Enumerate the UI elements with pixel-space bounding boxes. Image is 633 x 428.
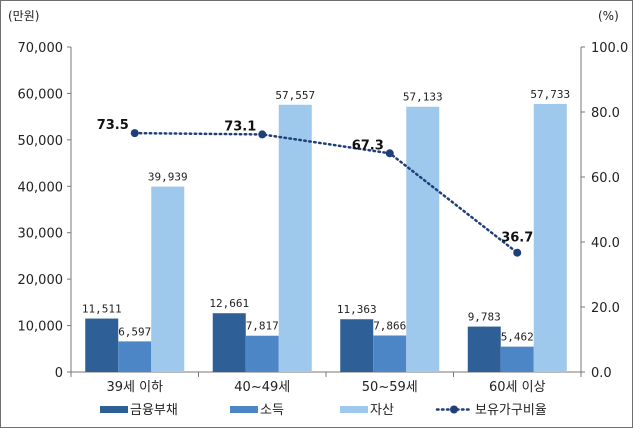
right-tick-label: 0.0: [591, 366, 612, 381]
category-label: 40~49세: [234, 380, 290, 395]
legend-line-marker: [450, 405, 458, 414]
left-tick-label: 50,000: [18, 134, 64, 149]
ratio-value-label: 73.1: [224, 119, 256, 134]
ratio-value-label: 73.5: [97, 118, 129, 133]
right-tick-label: 60.0: [591, 171, 620, 186]
ratio-point: [130, 129, 139, 138]
bar-value-label: 57,557: [275, 89, 315, 102]
bar-0: [212, 313, 246, 372]
bar-2: [406, 106, 440, 373]
legend-label: 보유가구비율: [475, 403, 547, 418]
right-tick-label: 100.0: [591, 41, 628, 56]
chart-labels: 11,511 12,661 11,363 9,783 6,597 7,817 7,866 5,…: [82, 88, 570, 344]
left-axis-unit: (만원): [8, 9, 39, 23]
legend-swatch: [230, 406, 258, 413]
right-tick-label: 80.0: [591, 106, 620, 121]
left-tick-label: 70,000: [18, 41, 64, 56]
legend-swatch: [100, 406, 128, 413]
right-axis-unit: (%): [598, 9, 619, 23]
ratio-point: [258, 130, 267, 139]
bar-0: [340, 319, 374, 372]
ratio-point: [385, 149, 394, 158]
chart-line: [130, 129, 522, 257]
left-tick-label: 20,000: [18, 273, 64, 288]
bar-value-label: 9,783: [468, 311, 501, 324]
bar-1: [373, 335, 407, 372]
bar-0: [85, 318, 119, 372]
legend-swatch: [340, 406, 368, 413]
bar-2: [151, 186, 185, 372]
bar-value-label: 11,363: [337, 303, 377, 316]
right-tick-label: 20.0: [591, 301, 620, 316]
right-tick-label: 40.0: [591, 236, 620, 251]
bar-value-label: 7,817: [246, 320, 279, 333]
bar-0: [467, 326, 501, 372]
category-label: 60세 이상: [489, 380, 546, 395]
bar-value-label: 6,597: [118, 325, 151, 338]
bar-value-label: 57,133: [403, 91, 443, 104]
left-tick-label: 40,000: [18, 180, 64, 195]
ratio-value-label: 67.3: [352, 138, 384, 153]
ratio-value-label: 36.7: [501, 231, 533, 246]
category-label: 50~59세: [362, 380, 418, 395]
bar-2: [533, 103, 567, 373]
bar-1: [245, 335, 279, 372]
legend-label: 금융부채: [130, 403, 178, 418]
bar-value-label: 57,733: [530, 88, 570, 101]
bar-2: [278, 104, 312, 373]
chart-axes: 0 10,000 20,000 30,000 40,000 50,000 60,000 70,…: [8, 9, 628, 395]
left-tick-label: 10,000: [18, 320, 64, 335]
left-tick-label: 60,000: [18, 87, 64, 102]
bar-value-label: 7,866: [373, 319, 406, 332]
chart-bars: [85, 103, 567, 373]
chart-legend: 금융부채 소득 자산 보유가구비율: [100, 403, 547, 418]
bar-value-label: 12,661: [209, 297, 249, 310]
ratio-point: [513, 248, 522, 257]
bar-value-label: 39,939: [148, 171, 188, 184]
bar-1: [500, 346, 534, 372]
legend-label: 자산: [370, 403, 394, 418]
left-tick-label: 30,000: [18, 227, 64, 242]
category-label: 39세 이하: [106, 380, 163, 395]
bar-1: [118, 341, 152, 372]
bar-value-label: 5,462: [501, 331, 534, 344]
ratio-line: [133, 131, 519, 254]
bar-value-label: 11,511: [82, 303, 122, 316]
legend-label: 소득: [260, 403, 284, 418]
left-tick-label: 0: [55, 366, 63, 381]
